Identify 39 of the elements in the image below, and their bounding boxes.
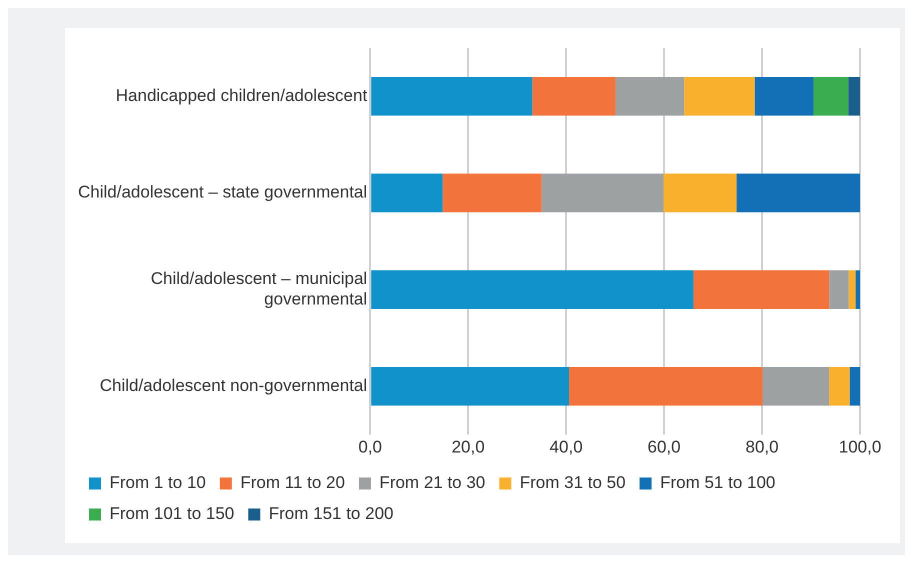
y-tick-label: Child/adolescent – state governmental bbox=[78, 182, 368, 202]
bar bbox=[664, 174, 737, 212]
bar bbox=[371, 270, 694, 309]
legend-label: From 151 to 200 bbox=[268, 504, 394, 524]
x-tick-label: 20,0 bbox=[452, 437, 485, 456]
bar bbox=[856, 270, 860, 309]
bar bbox=[754, 76, 814, 116]
x-tick-label: 40,0 bbox=[550, 437, 583, 456]
bar bbox=[736, 174, 860, 212]
legend-label: From 21 to 30 bbox=[379, 473, 486, 492]
bar bbox=[762, 366, 830, 406]
y-tick-label: Child/adolescent – municipal governmental bbox=[150, 269, 368, 309]
legend-label: From 1 to 10 bbox=[110, 473, 206, 492]
bar bbox=[542, 174, 664, 212]
x-tick-label: 80,0 bbox=[745, 437, 779, 456]
y-tick-label: Handicapped children/adolescent bbox=[116, 86, 368, 106]
legend-label: From 101 to 150 bbox=[110, 504, 234, 524]
bar bbox=[616, 76, 684, 116]
legend-label: From 51 to 100 bbox=[660, 473, 776, 492]
bar bbox=[442, 174, 542, 212]
bar bbox=[684, 76, 755, 116]
bar bbox=[813, 76, 848, 116]
bar bbox=[371, 366, 570, 406]
bar bbox=[371, 76, 532, 116]
bar bbox=[371, 174, 443, 212]
bar bbox=[532, 76, 616, 116]
x-tick-label: 0,0 bbox=[358, 437, 382, 456]
bar bbox=[829, 366, 850, 406]
legend-label: From 31 to 50 bbox=[520, 473, 626, 492]
legend-label: From 11 to 20 bbox=[240, 473, 345, 492]
x-tick-label: 100,0 bbox=[838, 437, 882, 456]
bar bbox=[829, 270, 849, 309]
x-tick-label: 60,0 bbox=[648, 437, 681, 456]
bar bbox=[848, 76, 860, 116]
bar bbox=[850, 366, 860, 406]
bar bbox=[693, 270, 830, 309]
y-tick-label: Child/adolescent non-governmental bbox=[100, 376, 368, 395]
bar bbox=[848, 270, 856, 309]
bar bbox=[569, 366, 763, 406]
